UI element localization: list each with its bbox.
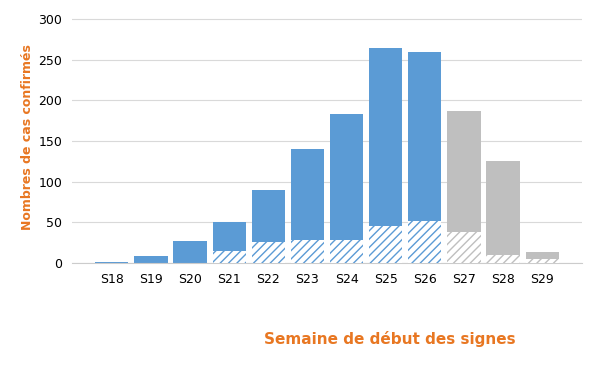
Bar	[408, 51, 442, 263]
Bar	[251, 242, 285, 263]
Bar	[291, 240, 324, 263]
Bar	[448, 111, 481, 263]
Bar	[526, 252, 559, 263]
Bar	[526, 259, 559, 263]
Bar	[408, 220, 442, 263]
Bar	[173, 241, 206, 263]
Bar	[330, 114, 363, 263]
Bar	[487, 161, 520, 263]
Bar	[487, 255, 520, 263]
Bar	[212, 222, 246, 263]
Bar	[369, 226, 403, 263]
Bar	[251, 190, 285, 263]
Bar	[291, 149, 324, 263]
Bar	[330, 240, 363, 263]
Bar	[448, 232, 481, 263]
Bar	[212, 251, 246, 263]
Text: Semaine de début des signes: Semaine de début des signes	[264, 331, 516, 347]
Bar	[134, 256, 167, 263]
Y-axis label: Nombres de cas confirmés: Nombres de cas confirmés	[21, 44, 34, 230]
Bar	[95, 262, 128, 263]
Bar	[369, 47, 403, 263]
